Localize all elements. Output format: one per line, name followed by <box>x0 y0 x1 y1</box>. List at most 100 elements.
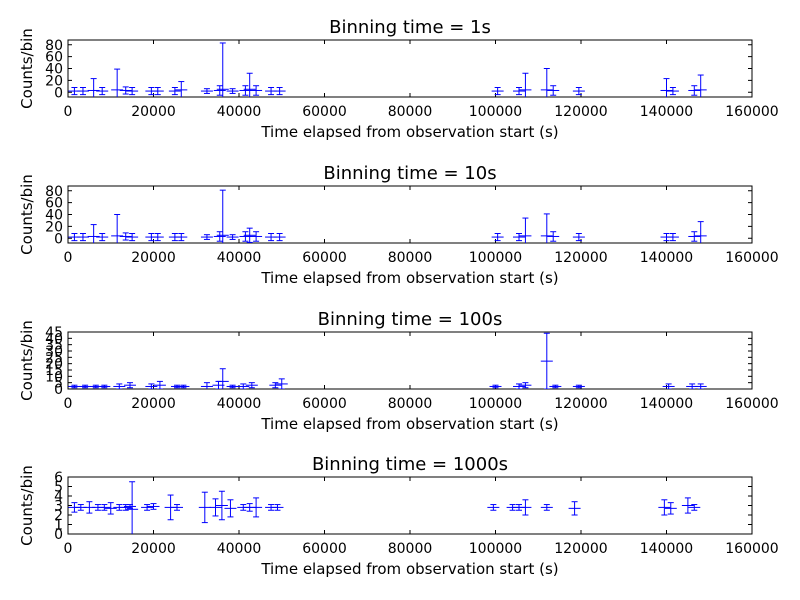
y-tick-label: 30 <box>45 344 63 360</box>
data-point <box>666 87 679 96</box>
x-tick-label: 160000 <box>725 396 778 412</box>
y-tick-label: 0 <box>54 85 63 101</box>
data-point <box>275 378 288 389</box>
x-tick-label: 40000 <box>217 104 262 120</box>
x-tick-label: 80000 <box>388 104 433 120</box>
x-axis-label: Time elapsed from observation start (s) <box>260 123 558 141</box>
y-tick-label: 5 <box>54 480 63 496</box>
data-point <box>519 72 532 97</box>
y-tick-label: 20 <box>45 73 63 89</box>
data-point <box>200 234 213 240</box>
x-tick-label: 0 <box>64 104 73 120</box>
x-tick-label: 80000 <box>388 250 433 266</box>
data-point <box>147 503 160 510</box>
data-point <box>662 383 675 389</box>
data-point <box>666 233 679 242</box>
data-point <box>87 78 100 97</box>
data-point <box>243 72 256 97</box>
x-tick-label: 40000 <box>217 396 262 412</box>
x-tick-label: 20000 <box>131 250 176 266</box>
y-tick-label: 60 <box>45 196 63 212</box>
chart-title: Binning time = 1s <box>329 17 491 38</box>
x-tick-label: 120000 <box>554 396 607 412</box>
x-tick-label: 0 <box>64 250 73 266</box>
data-point <box>273 87 286 96</box>
data-point <box>177 384 190 389</box>
data-point <box>694 383 707 389</box>
x-tick-label: 140000 <box>640 250 693 266</box>
y-tick-label: 0 <box>54 527 63 543</box>
data-point <box>245 382 258 389</box>
data-point <box>487 504 500 511</box>
data-point <box>660 78 673 97</box>
data-point <box>200 382 213 389</box>
data-point <box>76 87 89 96</box>
chart-title: Binning time = 100s <box>318 309 503 330</box>
data-point <box>491 233 504 242</box>
data-point <box>98 504 111 511</box>
plot-frame <box>67 331 753 390</box>
x-tick-label: 160000 <box>725 541 778 557</box>
data-point <box>141 504 154 511</box>
data-point <box>216 189 229 243</box>
x-tick-label: 100000 <box>469 250 522 266</box>
data-point <box>153 380 166 389</box>
data-point <box>237 383 250 389</box>
x-tick-label: 40000 <box>217 541 262 557</box>
plot-frame <box>67 39 753 98</box>
subplot-1: Binning time = 1s 0 20000 40000 60000 80000 10… <box>18 17 779 141</box>
x-tick-label: 0 <box>64 396 73 412</box>
data-point <box>694 221 707 243</box>
y-tick-label: 80 <box>45 184 63 200</box>
subplot-2: Binning time = 10s 0 20000 40000 60000 80000 1… <box>18 163 779 287</box>
data-point <box>273 233 286 242</box>
y-tick-label: 6 <box>54 470 63 486</box>
data-point <box>175 81 188 97</box>
data-point <box>250 231 263 242</box>
subplot-3: Binning time = 100s 0 20000 40000 60000 80000… <box>18 309 779 433</box>
data-point <box>216 42 229 97</box>
y-tick-label: 60 <box>45 50 63 66</box>
data-point <box>572 384 585 389</box>
data-point <box>513 383 526 389</box>
data-point <box>126 233 139 242</box>
data-point <box>681 497 694 514</box>
y-axis-label: Counts/bin <box>18 174 36 255</box>
x-tick-label: 80000 <box>388 541 433 557</box>
data-series <box>68 332 707 389</box>
x-tick-label: 0 <box>64 541 73 557</box>
data-point <box>540 68 553 97</box>
y-tick-label: 20 <box>45 219 63 235</box>
x-tick-label: 80000 <box>388 396 433 412</box>
data-point <box>87 224 100 243</box>
data-point <box>216 368 229 389</box>
plot-frame <box>67 185 753 244</box>
x-tick-label: 40000 <box>217 250 262 266</box>
y-tick-label: 40 <box>45 331 63 347</box>
data-point <box>547 85 560 96</box>
data-series <box>68 189 707 243</box>
data-point <box>213 231 226 242</box>
x-tick-label: 140000 <box>640 541 693 557</box>
x-tick-label: 160000 <box>725 104 778 120</box>
data-point <box>226 384 239 389</box>
data-point <box>175 233 188 242</box>
data-point <box>79 384 92 389</box>
y-tick-label: 5 <box>54 376 63 392</box>
y-tick-label: 25 <box>45 350 63 366</box>
data-point <box>243 227 256 243</box>
data-point <box>250 497 263 518</box>
x-axis-label: Time elapsed from observation start (s) <box>260 560 558 578</box>
y-tick-label: 80 <box>45 38 63 54</box>
data-point <box>215 490 228 521</box>
y-tick-label: 1 <box>54 518 63 534</box>
y-tick-label: 20 <box>45 357 63 373</box>
data-point <box>111 68 124 97</box>
data-point <box>171 504 184 511</box>
data-point <box>151 87 164 96</box>
data-point <box>145 383 158 389</box>
data-point <box>209 498 222 517</box>
data-point <box>688 231 701 242</box>
data-point <box>658 499 671 516</box>
data-point <box>145 87 158 96</box>
